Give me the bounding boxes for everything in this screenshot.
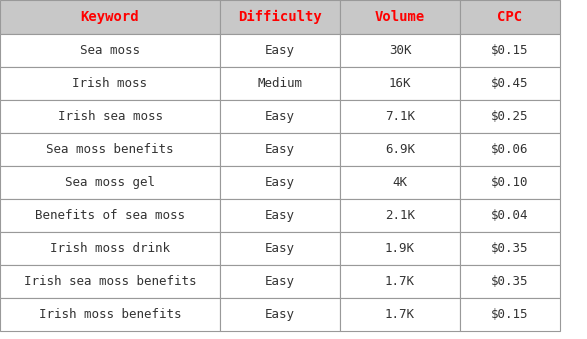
Bar (340, 232, 460, 265)
Text: 30K: 30K (389, 44, 411, 57)
Bar (340, 166, 460, 199)
Bar (220, 232, 340, 265)
Text: 1.7K: 1.7K (385, 308, 415, 321)
Text: 1.9K: 1.9K (385, 242, 415, 255)
Bar (0, 166, 220, 199)
Bar (460, 166, 560, 199)
Text: Benefits of sea moss: Benefits of sea moss (35, 209, 185, 222)
Bar (0, 34, 220, 67)
Bar (460, 100, 560, 133)
Bar (340, 199, 460, 232)
Text: 7.1K: 7.1K (385, 110, 415, 123)
Bar (220, 100, 340, 133)
Text: $0.35: $0.35 (491, 275, 529, 288)
Bar (0, 67, 220, 100)
Bar (460, 133, 560, 166)
Text: $0.35: $0.35 (491, 242, 529, 255)
Bar (0, 133, 220, 166)
Text: 4K: 4K (393, 176, 407, 189)
Bar (220, 265, 340, 298)
Text: $0.04: $0.04 (491, 209, 529, 222)
Text: CPC: CPC (497, 10, 522, 24)
Bar (0, 265, 220, 298)
Bar (340, 67, 460, 100)
Text: Difficulty: Difficulty (238, 10, 322, 24)
Text: Irish sea moss: Irish sea moss (58, 110, 163, 123)
Bar (340, 100, 460, 133)
Text: 1.7K: 1.7K (385, 275, 415, 288)
Text: Sea moss: Sea moss (80, 44, 140, 57)
Bar (460, 34, 560, 67)
Text: $0.15: $0.15 (491, 308, 529, 321)
Bar (220, 298, 340, 331)
Bar (220, 133, 340, 166)
Text: 6.9K: 6.9K (385, 143, 415, 156)
Text: $0.45: $0.45 (491, 77, 529, 90)
Text: Easy: Easy (265, 275, 295, 288)
Text: Easy: Easy (265, 209, 295, 222)
Text: Volume: Volume (375, 10, 425, 24)
Bar (220, 199, 340, 232)
Text: Irish moss benefits: Irish moss benefits (39, 308, 181, 321)
Bar (220, 67, 340, 100)
Bar (460, 232, 560, 265)
Text: Medium: Medium (258, 77, 302, 90)
Text: Keyword: Keyword (80, 10, 139, 24)
Bar (340, 265, 460, 298)
Bar (460, 265, 560, 298)
Bar (220, 166, 340, 199)
Bar (460, 67, 560, 100)
Text: Irish sea moss benefits: Irish sea moss benefits (23, 275, 196, 288)
Bar (340, 133, 460, 166)
Bar (220, 0, 340, 34)
Text: $0.10: $0.10 (491, 176, 529, 189)
Text: 16K: 16K (389, 77, 411, 90)
Bar (460, 0, 560, 34)
Bar (0, 199, 220, 232)
Bar (340, 0, 460, 34)
Text: Irish moss: Irish moss (73, 77, 147, 90)
Bar (0, 232, 220, 265)
Bar (460, 199, 560, 232)
Text: Easy: Easy (265, 110, 295, 123)
Bar (0, 0, 220, 34)
Bar (220, 34, 340, 67)
Bar (460, 298, 560, 331)
Text: $0.06: $0.06 (491, 143, 529, 156)
Text: $0.25: $0.25 (491, 110, 529, 123)
Bar (0, 100, 220, 133)
Text: Sea moss gel: Sea moss gel (65, 176, 155, 189)
Text: Sea moss benefits: Sea moss benefits (46, 143, 174, 156)
Bar (0, 298, 220, 331)
Bar (340, 298, 460, 331)
Text: $0.15: $0.15 (491, 44, 529, 57)
Text: Easy: Easy (265, 143, 295, 156)
Bar (340, 34, 460, 67)
Text: Easy: Easy (265, 308, 295, 321)
Text: Irish moss drink: Irish moss drink (50, 242, 170, 255)
Text: Easy: Easy (265, 176, 295, 189)
Text: Easy: Easy (265, 242, 295, 255)
Text: Easy: Easy (265, 44, 295, 57)
Text: 2.1K: 2.1K (385, 209, 415, 222)
